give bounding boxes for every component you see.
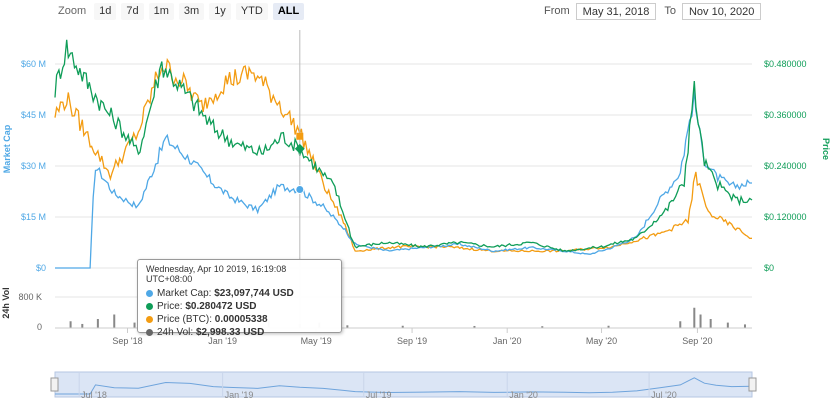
zoom-7d-button[interactable]: 7d (121, 2, 144, 20)
x-tick-label: May '19 (301, 336, 332, 346)
volume-bar (693, 307, 696, 328)
series-line-price (54, 39, 753, 252)
navigator[interactable]: Jul '18 Jan '19 Jul '19 Jan '20 Jul '20 (50, 371, 757, 400)
volume-bar (709, 319, 712, 328)
volume-tick-label: 800 K (18, 292, 42, 302)
y-right-tick-label: $0 (764, 263, 774, 273)
volume-bar (113, 314, 116, 328)
x-tick-label: Jan '19 (208, 336, 237, 346)
tooltip-value: $0.280472 USD (185, 301, 257, 312)
tooltip: Wednesday, Apr 10 2019, 16:19:08 UTC+08:… (137, 259, 342, 338)
x-tick-label: Sep '18 (112, 336, 142, 346)
tooltip-value: 0.00005338 (214, 314, 268, 325)
from-date-input[interactable]: May 31, 2018 (575, 2, 657, 20)
navigator-tick-label: Jul '19 (366, 390, 392, 400)
tooltip-value: $2,998.33 USD (195, 327, 265, 338)
tooltip-label: Market Cap: (157, 288, 212, 299)
volume-bar (81, 323, 84, 328)
price-marker (294, 143, 305, 154)
series-line-market-cap (55, 90, 752, 269)
x-tick-label: Jan '20 (493, 336, 522, 346)
price-btc-marker (296, 132, 304, 140)
from-label: From (544, 5, 570, 17)
market-cap-marker (295, 184, 305, 194)
tooltip-row-market-cap: Market Cap: $23,097,744 USD (146, 287, 333, 300)
navigator-tick-label: Jul '18 (81, 390, 107, 400)
y-right-tick-label: $0.480000 (764, 59, 807, 69)
volume-bar (346, 325, 349, 328)
volume-bar (726, 322, 729, 328)
tooltip-label: 24h Vol: (157, 327, 194, 338)
volume-bar (679, 321, 682, 328)
y-left-tick-label: $30 M (21, 161, 46, 171)
zoom-all-button[interactable]: ALL (272, 2, 305, 20)
navigator-right-handle (748, 377, 757, 392)
volume-bar (607, 325, 610, 328)
volume-bar (699, 314, 702, 328)
tooltip-row-price-btc: Price (BTC): 0.00005338 (146, 313, 333, 326)
x-tick-label: May '20 (586, 336, 617, 346)
series-line-price-btc (54, 57, 753, 253)
tooltip-label: Price: (157, 301, 183, 312)
volume-bar (541, 326, 544, 328)
price-btc-dot-icon (146, 315, 153, 323)
y-left-tick-label: $45 M (21, 110, 46, 120)
navigator-line (55, 377, 753, 395)
navigator-tick-label: Jan '19 (225, 390, 254, 400)
zoom-3m-button[interactable]: 3m (178, 2, 205, 20)
zoom-label: Zoom (58, 5, 87, 17)
tooltip-header: Wednesday, Apr 10 2019, 16:19:08 UTC+08:… (146, 264, 287, 284)
date-range: From May 31, 2018 To Nov 10, 2020 (544, 1, 762, 21)
tooltip-row-volume: 24h Vol: $2,998.33 USD (146, 326, 333, 339)
y-left-axis-title: Market Cap (2, 124, 12, 173)
zoom-1y-button[interactable]: 1y (209, 2, 231, 20)
tooltip-row-price: Price: $0.280472 USD (146, 300, 333, 313)
volume-tick-label: 0 (37, 322, 42, 332)
y-right-tick-label: $0.120000 (764, 212, 807, 222)
tooltip-value: $23,097,744 USD (214, 288, 294, 299)
y-right-tick-label: $0.360000 (764, 110, 807, 120)
volume-bar (133, 322, 136, 328)
tooltip-label: Price (BTC): (157, 314, 212, 325)
series-lines (54, 39, 753, 269)
zoom-1d-button[interactable]: 1d (94, 2, 117, 20)
to-label: To (664, 5, 676, 17)
zoom-ytd-button[interactable]: YTD (235, 2, 268, 20)
volume-bar (69, 321, 72, 328)
market-cap-dot-icon (146, 289, 153, 297)
volume-bar (743, 324, 746, 328)
x-tick-label: Sep '19 (397, 336, 427, 346)
y-left-tick-label: $0 (36, 263, 46, 273)
volume-bar (473, 325, 476, 328)
volume-dot-icon (146, 328, 153, 336)
volume-bar (401, 325, 404, 328)
navigator-tick-label: Jan '20 (509, 390, 538, 400)
y-left-tick-label: $60 M (21, 59, 46, 69)
y-left-tick-label: $15 M (21, 212, 46, 222)
axes: $0 $15 M $30 M $45 M $60 M $0 $0.120000 $0.2400… (1, 59, 830, 346)
navigator-left-handle (50, 377, 59, 392)
price-dot-icon (146, 302, 153, 310)
volume-bar (96, 319, 99, 328)
to-date-input[interactable]: Nov 10, 2020 (681, 2, 762, 20)
navigator-tick-label: Jul '20 (651, 390, 677, 400)
x-tick-label: Sep '20 (682, 336, 712, 346)
zoom-1m-button[interactable]: 1m (148, 2, 174, 20)
zoom-bar: Zoom 1d 7d 1m 3m 1y YTD ALL (58, 1, 309, 21)
y-right-tick-label: $0.240000 (764, 161, 807, 171)
volume-axis-title: 24h Vol (1, 287, 11, 318)
navigator-selection (54, 371, 753, 398)
y-right-axis-title: Price (821, 138, 830, 160)
